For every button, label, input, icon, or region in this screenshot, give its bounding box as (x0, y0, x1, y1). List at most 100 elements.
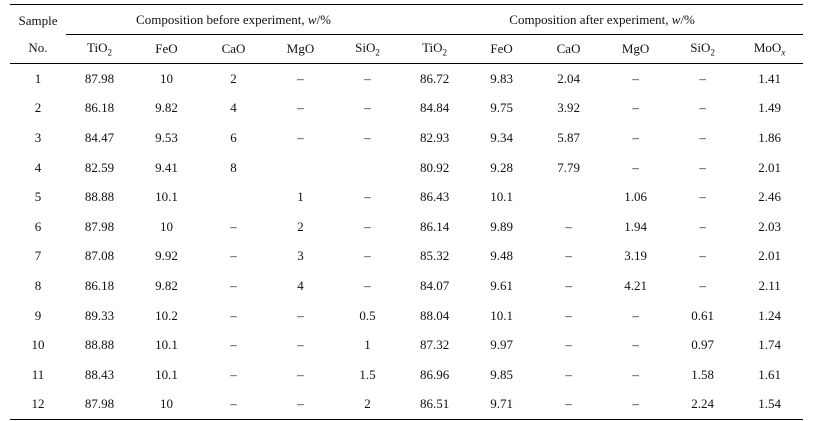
value-cell: 1.49 (758, 100, 781, 116)
value-cell: – (297, 100, 304, 116)
before-column-header: FeO (133, 34, 200, 64)
value-cell: – (297, 70, 304, 86)
value-cell: 10.1 (155, 337, 178, 353)
value-cell: 1 (297, 189, 304, 205)
value-cell: 1.94 (624, 218, 647, 234)
value-cell: – (230, 218, 237, 234)
table-row: 5 88.88 10.1 1 – 86.43 10.1 1.06 – 2.46 (10, 182, 803, 212)
value-cell: – (699, 129, 706, 145)
value-cell: – (632, 129, 639, 145)
percent-unit: /% (316, 11, 332, 27)
value-cell: 87.32 (419, 337, 450, 353)
sample-number-cell: 9 (34, 307, 42, 323)
value-cell (200, 182, 267, 212)
value-cell: 86.72 (419, 70, 450, 86)
value-cell: 84.47 (84, 129, 115, 145)
table-row: 3 84.47 9.53 6 – – 82.93 9.34 5.87 – – 1.86 (10, 123, 803, 153)
before-group-header: Composition before experiment, w/% (66, 4, 402, 35)
value-cell: 86.51 (401, 389, 469, 421)
value-cell: – (699, 248, 706, 264)
value-cell: – (364, 248, 371, 264)
column-header-label: TiO (87, 40, 108, 56)
value-cell: 3.92 (557, 100, 580, 116)
value-cell: 88.88 (84, 189, 115, 205)
value-cell: 10 (133, 389, 200, 421)
value-cell: 80.92 (419, 159, 450, 175)
value-cell: 2.46 (758, 189, 781, 205)
value-cell: – (297, 129, 304, 145)
column-header-label: SiO (355, 40, 376, 56)
value-cell: – (364, 129, 371, 145)
after-column-header: CaO (535, 34, 603, 64)
value-cell: 9.89 (490, 218, 513, 234)
value-cell: – (632, 337, 639, 353)
value-cell: 4 (230, 100, 237, 116)
value-cell: 1.61 (758, 366, 781, 382)
table-row: 1 87.98 10 2 – – 86.72 9.83 2.04 – – 1.41 (10, 64, 803, 94)
value-cell: 2.01 (758, 159, 781, 175)
value-cell: 2 (334, 389, 402, 421)
value-cell: – (230, 366, 237, 382)
composition-table: Sample No. Composition before experiment… (10, 4, 804, 421)
after-column-header: MgO (602, 34, 670, 64)
value-cell: 9.41 (155, 159, 178, 175)
value-cell: 1 (364, 337, 371, 353)
value-cell: 86.14 (419, 218, 450, 234)
sample-number-cell: 8 (34, 277, 42, 293)
column-header-label: MoO (753, 40, 782, 56)
value-cell: – (364, 189, 371, 205)
sample-number-cell: 5 (34, 189, 42, 205)
before-column-header: MgO (267, 34, 334, 64)
value-cell: 84.84 (419, 100, 450, 116)
column-header-subscript: 2 (710, 47, 715, 58)
value-cell: 1.86 (758, 129, 781, 145)
value-cell: – (699, 100, 706, 116)
sample-number-cell: 4 (34, 159, 42, 175)
table-row: 12 87.98 10– –2 86.51 9.71– –2.24 1.54 (10, 389, 804, 421)
before-group-label: Composition before experiment, (136, 11, 308, 27)
sample-number-cell: 10 (31, 337, 45, 353)
value-cell: 9.85 (490, 366, 513, 382)
value-cell: 9.28 (490, 159, 513, 175)
value-cell: – (565, 337, 572, 353)
value-cell: 1.41 (758, 70, 781, 86)
value-cell: 0.61 (691, 307, 714, 323)
value-cell: – (230, 248, 237, 264)
value-cell: 10 (160, 70, 173, 86)
value-cell: – (230, 337, 237, 353)
after-column-header: SiO2 (669, 34, 737, 64)
column-header-subscript: x (781, 47, 786, 58)
sample-header-line2: No. (28, 40, 48, 55)
value-cell: 2 (297, 218, 304, 234)
value-cell: – (632, 70, 639, 86)
value-cell: 8 (230, 159, 237, 175)
column-header-subscript: 2 (442, 47, 448, 58)
before-column-header: TiO2 (66, 34, 133, 64)
value-cell: – (565, 307, 572, 323)
column-header-subscript: 2 (375, 47, 380, 58)
value-cell: – (602, 389, 670, 421)
value-cell: 5.87 (557, 129, 580, 145)
value-cell: 6 (230, 129, 237, 145)
value-cell: – (565, 366, 572, 382)
value-cell: 82.59 (84, 159, 115, 175)
value-cell: 0.97 (691, 337, 714, 353)
value-cell: – (364, 277, 371, 293)
value-cell: 7.79 (557, 159, 580, 175)
value-cell: 1.58 (691, 366, 714, 382)
after-group-label: Composition after experiment, (509, 11, 672, 27)
value-cell: 9.53 (155, 129, 178, 145)
value-cell: 87.08 (84, 248, 115, 264)
table-row: 4 82.59 9.41 8 80.92 9.28 7.79 – – 2.01 (10, 153, 803, 183)
value-cell: – (632, 100, 639, 116)
value-cell: – (699, 159, 706, 175)
sample-header: Sample No. (10, 4, 66, 64)
table-row: 6 87.98 10 – 2 – 86.14 9.89 – 1.94 – 2.03 (10, 212, 803, 242)
value-cell: – (230, 307, 237, 323)
value-cell: 1.54 (736, 389, 804, 421)
value-cell: – (267, 389, 334, 421)
after-column-header: TiO2 (401, 34, 469, 64)
value-cell: 9.82 (155, 277, 178, 293)
percent-unit: /% (680, 11, 695, 27)
value-cell: – (632, 366, 639, 382)
